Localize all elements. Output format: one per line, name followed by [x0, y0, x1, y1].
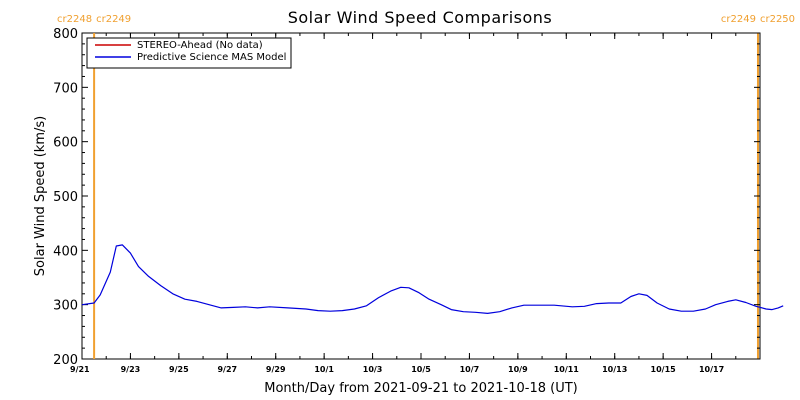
y-axis-ticks: 200 300 400 500 600 700 800 — [53, 27, 760, 368]
legend-label-1: Predictive Science MAS Model — [137, 52, 286, 63]
legend: STEREO-Ahead (No data)Predictive Science… — [86, 37, 292, 69]
x-tick-label: 10/13 — [602, 365, 627, 374]
x-tick-label: 10/11 — [554, 365, 580, 374]
plot-frame — [81, 32, 761, 360]
carrington-label-right: cr2250 — [760, 14, 795, 25]
carrington-marker-lines — [93, 33, 759, 359]
y-tick-label: 800 — [53, 27, 78, 42]
legend-box — [86, 37, 292, 69]
y-axis-label: Solar Wind Speed (km/s) — [33, 116, 48, 276]
x-tick-label: 9/21 — [70, 365, 90, 374]
x-axis-label: Month/Day from 2021-09-21 to 2021-10-18 … — [264, 381, 577, 396]
carrington-label-left: cr2249 — [721, 14, 756, 25]
x-tick-label: 10/5 — [411, 365, 431, 374]
x-tick-label: 9/23 — [121, 365, 141, 374]
x-tick-label: 10/3 — [363, 365, 383, 374]
x-tick-label: 10/9 — [508, 365, 528, 374]
x-axis-ticks: 9/21 9/23 9/25 9/27 9/29 10/1 10/3 10/5 10/7 10/9… — [70, 33, 761, 374]
x-tick-label: 10/7 — [460, 365, 480, 374]
x-tick-label: 10/1 — [314, 365, 334, 374]
x-tick-label: 9/27 — [217, 365, 237, 374]
y-tick-label: 700 — [53, 81, 78, 96]
y-tick-label: 300 — [53, 299, 78, 314]
x-tick-label: 10/15 — [651, 365, 677, 374]
series-lines — [81, 244, 784, 314]
carrington-label-left: cr2248 — [57, 14, 92, 25]
chart-title: Solar Wind Speed Comparisons — [288, 8, 553, 27]
carrington-label-right: cr2249 — [96, 14, 131, 25]
x-tick-label: 9/25 — [169, 365, 189, 374]
y-tick-label: 200 — [53, 353, 78, 368]
y-tick-label: 600 — [53, 136, 78, 151]
carrington-labels: cr2248 cr2249 cr2249 cr2250 — [57, 14, 795, 25]
x-tick-label: 9/29 — [266, 365, 286, 374]
y-tick-label: 500 — [53, 190, 78, 205]
y-tick-label: 400 — [53, 244, 78, 259]
series-line-1 — [81, 244, 784, 314]
x-tick-label: 10/17 — [699, 365, 724, 374]
legend-label-0: STEREO-Ahead (No data) — [137, 40, 263, 51]
